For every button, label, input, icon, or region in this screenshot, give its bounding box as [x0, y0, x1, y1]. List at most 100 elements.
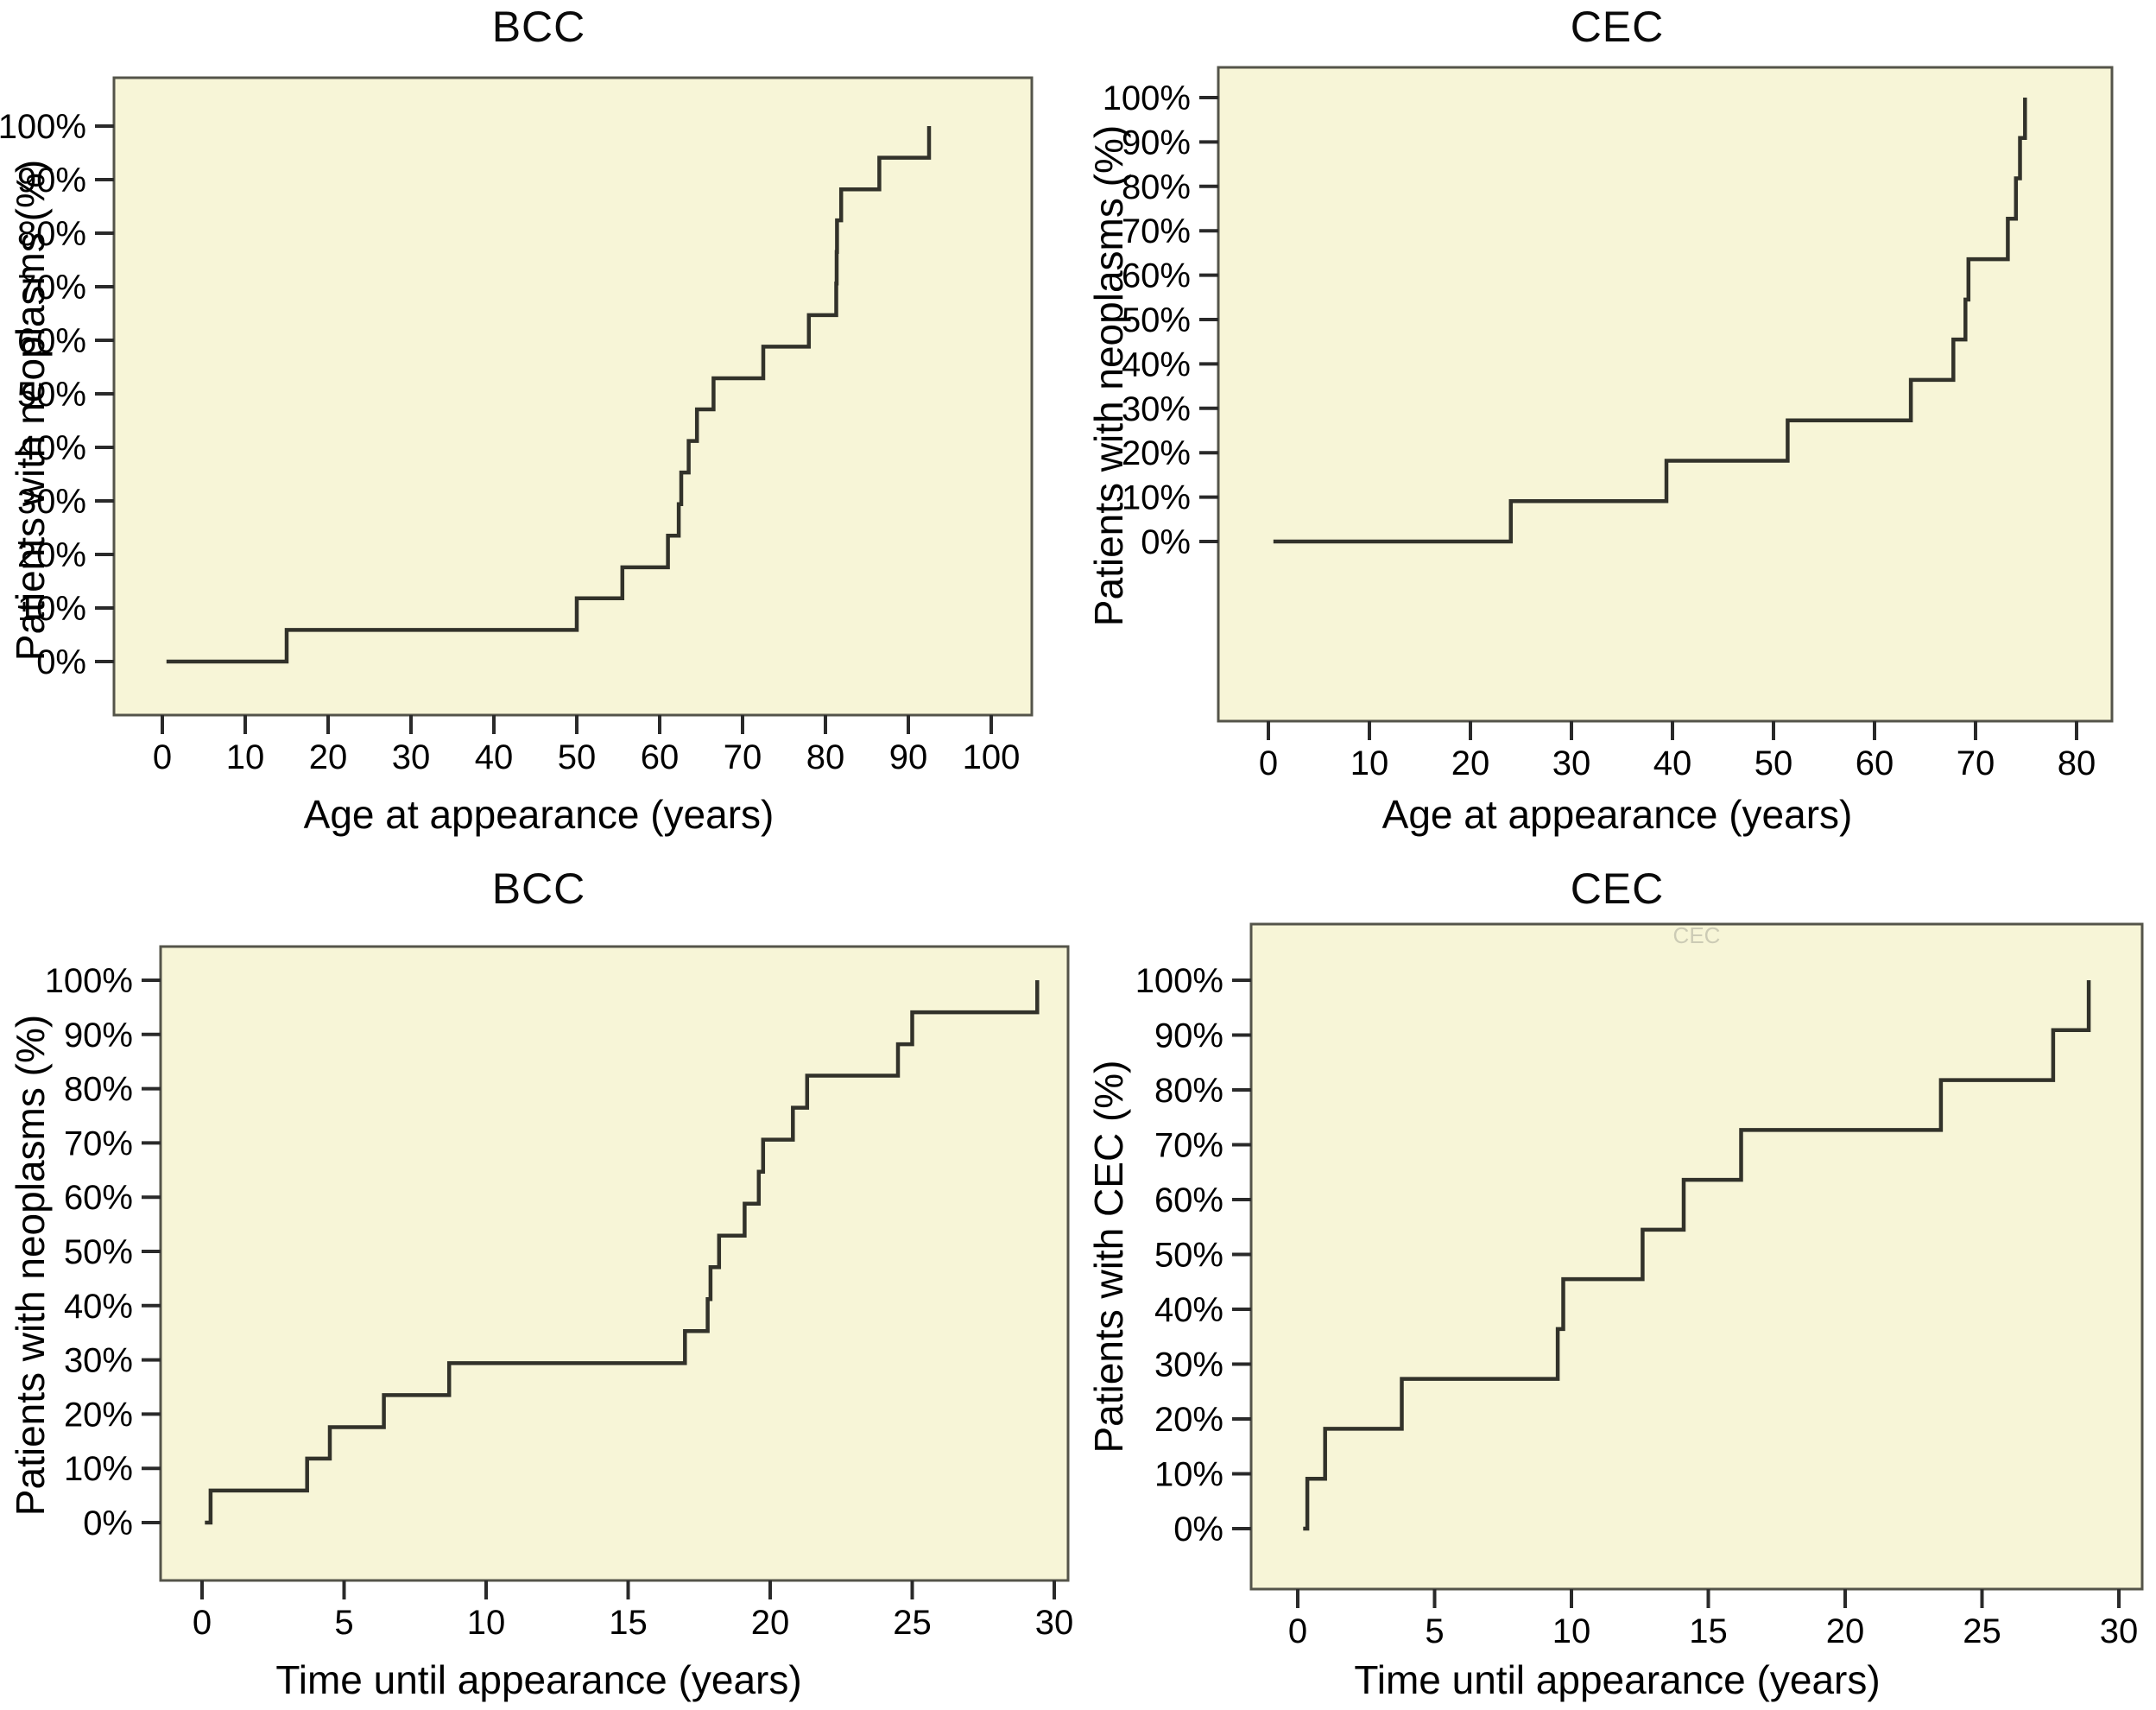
y-tick-label: 60% [1154, 1181, 1223, 1219]
x-tick-label: 0 [193, 1604, 212, 1642]
x-tick-label: 30 [392, 738, 431, 776]
y-tick-label: 90% [1122, 124, 1191, 162]
y-tick-label: 30% [17, 483, 86, 521]
x-tick-label: 10 [467, 1604, 506, 1642]
x-tick-label: 0 [1259, 744, 1278, 782]
cumulative-step-curve [205, 980, 1040, 1525]
y-tick-label: 10% [17, 590, 86, 628]
x-tick-label: 10 [1350, 744, 1389, 782]
x-tick-label: 40 [1653, 744, 1692, 782]
x-tick-label: 70 [724, 738, 762, 776]
x-tick-label: 50 [558, 738, 597, 776]
y-tick-label: 40% [1122, 345, 1191, 383]
x-tick-label: 90 [889, 738, 928, 776]
x-tick-label: 5 [334, 1604, 353, 1642]
y-tick-label: 40% [1154, 1291, 1223, 1329]
x-tick-label: 10 [226, 738, 265, 776]
y-tick-label: 0% [1141, 523, 1191, 561]
x-tick-label: 80 [806, 738, 845, 776]
cumulative-step-curve [1303, 980, 2091, 1531]
y-tick-label: 10% [1122, 479, 1191, 517]
x-tick-label: 25 [893, 1604, 932, 1642]
y-axis-label: Patients with neoplasms (%) [8, 1014, 53, 1517]
y-tick-label: 10% [64, 1450, 133, 1488]
x-tick-label: 15 [609, 1604, 648, 1642]
y-tick-label: 90% [64, 1016, 133, 1054]
x-tick-label: 60 [641, 738, 680, 776]
chart-title: CEC [1570, 864, 1665, 913]
y-tick-label: 30% [1154, 1346, 1223, 1384]
cumulative-step-curve [166, 126, 932, 664]
y-tick-label: 0% [83, 1504, 133, 1542]
plot-area [1217, 66, 2114, 723]
x-tick-label: 60 [1856, 744, 1894, 782]
chart-title: BCC [491, 3, 586, 51]
x-tick-label: 10 [1552, 1612, 1591, 1650]
y-tick-label: 80% [1122, 168, 1191, 206]
y-tick-label: 60% [17, 322, 86, 360]
y-tick-label: 0% [36, 643, 86, 681]
y-tick-label: 80% [64, 1071, 133, 1109]
y-tick-label: 100% [1103, 79, 1191, 117]
y-tick-label: 70% [64, 1124, 133, 1162]
plot-area [159, 945, 1070, 1582]
panel-bcc-age: BCC 0 10 20 30 40 50 60 70 80 90 100 0% 10% 20% 30% 40%… [0, 0, 1078, 855]
x-tick-label: 20 [1451, 744, 1490, 782]
y-tick-label: 40% [64, 1288, 133, 1326]
ghost-text-artifact: CEC [1673, 922, 1721, 948]
y-axis-label: Patients with CEC (%) [1086, 1060, 1131, 1454]
bcc-time-plot: 0 5 10 15 20 25 30 0% 10% 20% 30% 40% 50% 60% 70% 80% 90… [45, 945, 1074, 1642]
y-tick-label: 100% [1135, 962, 1223, 1000]
panel-bcc-time: BCC 0 5 10 15 20 25 30 0% 10% 20% 30% 40% 50% 60% 70% 8… [0, 855, 1078, 1710]
y-tick-label: 10% [1154, 1456, 1223, 1494]
y-tick-label: 100% [45, 962, 133, 1000]
x-tick-label: 0 [153, 738, 172, 776]
y-tick-label: 70% [1154, 1127, 1223, 1165]
y-tick-label: 100% [0, 108, 86, 146]
y-tick-label: 30% [64, 1342, 133, 1380]
y-tick-label: 90% [1154, 1017, 1223, 1055]
plot-area [1249, 922, 2144, 1591]
x-axis-label: Time until appearance (years) [1354, 1657, 1881, 1702]
y-tick-label: 70% [1122, 212, 1191, 250]
x-tick-label: 30 [2100, 1612, 2139, 1650]
y-tick-label: 80% [17, 215, 86, 253]
x-tick-label: 70 [1957, 744, 1995, 782]
x-tick-label: 20 [1826, 1612, 1865, 1650]
x-tick-label: 30 [1035, 1604, 1074, 1642]
y-tick-label: 70% [17, 269, 86, 307]
y-tick-label: 50% [1154, 1237, 1223, 1275]
plot-area [112, 76, 1034, 717]
x-axis-label: Time until appearance (years) [275, 1657, 802, 1702]
chart-title: BCC [491, 864, 586, 913]
y-tick-label: 30% [1122, 390, 1191, 428]
x-tick-label: 80 [2058, 744, 2096, 782]
y-tick-label: 0% [1173, 1510, 1223, 1548]
y-tick-label: 50% [17, 376, 86, 414]
x-tick-label: 20 [751, 1604, 790, 1642]
chart-title: CEC [1570, 3, 1665, 51]
y-tick-label: 20% [1122, 434, 1191, 472]
x-tick-label: 5 [1425, 1612, 1444, 1650]
y-tick-label: 50% [64, 1233, 133, 1271]
cumulative-step-curve [1273, 98, 2027, 544]
x-tick-label: 0 [1288, 1612, 1307, 1650]
x-tick-label: 15 [1689, 1612, 1728, 1650]
y-axis-label: Patients with neoplasms (%) [8, 159, 53, 662]
cec-time-plot: 0 5 10 15 20 25 30 0% 10% 20% 30% 40% 50% 60% 70% 80% 90… [1135, 922, 2144, 1650]
y-tick-label: 60% [64, 1179, 133, 1217]
bcc-age-plot: 0 10 20 30 40 50 60 70 80 90 100 0% 10% 20% 30% 40% 50% 6… [0, 76, 1034, 776]
panel-cec-age: CEC 0 10 20 30 40 50 60 70 80 0% 10% 20% 30% 40% 50% 60… [1078, 0, 2156, 855]
x-axis-label: Age at appearance (years) [303, 792, 775, 837]
cec-age-plot: 0 10 20 30 40 50 60 70 80 0% 10% 20% 30% 40% 50% 60% 70%… [1103, 66, 2114, 782]
y-tick-label: 90% [17, 162, 86, 200]
x-tick-label: 30 [1552, 744, 1591, 782]
y-tick-label: 20% [64, 1396, 133, 1434]
y-tick-label: 80% [1154, 1072, 1223, 1110]
x-tick-label: 50 [1755, 744, 1793, 782]
y-tick-label: 60% [1122, 257, 1191, 295]
y-tick-label: 40% [17, 429, 86, 467]
x-axis-label: Age at appearance (years) [1381, 792, 1853, 837]
x-tick-label: 40 [475, 738, 514, 776]
